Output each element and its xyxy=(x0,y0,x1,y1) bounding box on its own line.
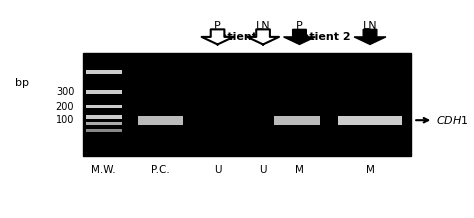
Bar xyxy=(86,70,122,74)
Polygon shape xyxy=(354,29,386,44)
Bar xyxy=(338,116,402,125)
Text: P: P xyxy=(214,21,221,31)
Bar xyxy=(86,115,122,119)
Text: P.C.: P.C. xyxy=(151,165,170,175)
Bar xyxy=(86,129,122,132)
Text: M: M xyxy=(295,165,304,175)
Text: M.W.: M.W. xyxy=(91,165,116,175)
Polygon shape xyxy=(283,29,315,44)
Bar xyxy=(86,105,122,108)
Text: P: P xyxy=(296,21,303,31)
Text: Patient 1: Patient 1 xyxy=(212,32,269,42)
Text: bp: bp xyxy=(15,78,29,88)
Polygon shape xyxy=(247,29,279,44)
Bar xyxy=(86,90,122,94)
Text: U: U xyxy=(259,165,267,175)
Bar xyxy=(138,116,183,125)
Text: 100: 100 xyxy=(56,115,74,125)
Text: LN: LN xyxy=(363,21,377,31)
Bar xyxy=(274,116,320,125)
Text: 200: 200 xyxy=(56,102,74,112)
Text: U: U xyxy=(214,165,221,175)
Text: M: M xyxy=(365,165,374,175)
Text: 300: 300 xyxy=(56,87,74,97)
Text: $\it{CDH1}$: $\it{CDH1}$ xyxy=(416,114,469,126)
Text: LN: LN xyxy=(256,21,270,31)
Bar xyxy=(86,122,122,124)
FancyBboxPatch shape xyxy=(83,53,411,156)
Polygon shape xyxy=(201,29,234,44)
Text: Patient 2: Patient 2 xyxy=(294,32,351,42)
